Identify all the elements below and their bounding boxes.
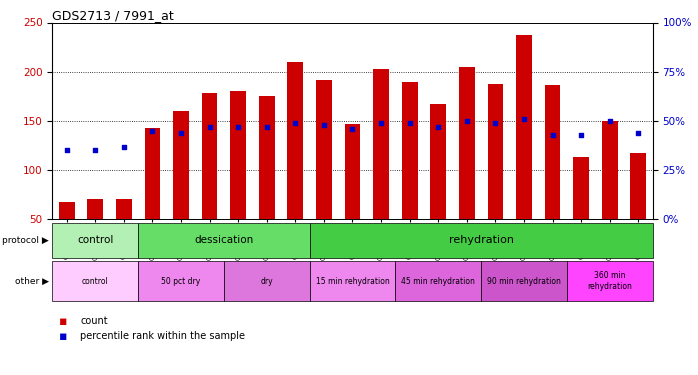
Bar [630,153,646,219]
Text: count: count [80,316,108,326]
Point [347,126,358,132]
Text: control: control [77,236,113,245]
Point [61,147,72,153]
Text: 45 min rehydration: 45 min rehydration [401,277,475,286]
Text: 90 min rehydration: 90 min rehydration [487,277,561,286]
Bar [224,261,310,301]
Point [232,124,244,130]
Point [147,128,158,134]
Text: ▪: ▪ [59,330,68,343]
Point [433,124,444,130]
Point [461,118,473,124]
Bar [395,261,481,301]
Bar [230,92,246,219]
Point [404,120,415,126]
Bar [481,261,567,301]
Point [175,130,186,136]
Bar [345,124,360,219]
Text: dry: dry [260,277,273,286]
Point [547,132,558,138]
Point [519,116,530,122]
Bar [116,199,132,219]
Point [633,130,644,136]
Bar [602,121,618,219]
Text: 50 pct dry: 50 pct dry [161,277,200,286]
Text: other ▶: other ▶ [15,277,49,286]
Text: ▪: ▪ [59,315,68,328]
Text: percentile rank within the sample: percentile rank within the sample [80,332,245,341]
Bar [544,84,560,219]
Text: dessication: dessication [194,236,253,245]
Bar [516,35,532,219]
Bar [259,96,274,219]
Bar [487,84,503,219]
Point [576,132,587,138]
Bar [202,93,217,219]
Point [118,144,129,150]
Bar [52,223,138,258]
Point [89,147,101,153]
Bar [52,261,138,301]
Bar [310,261,395,301]
Point [290,120,301,126]
Bar [459,67,475,219]
Bar [288,62,303,219]
Text: GDS2713 / 7991_at: GDS2713 / 7991_at [52,9,174,22]
Bar [173,111,189,219]
Bar [402,82,417,219]
Bar [87,199,103,219]
Point [204,124,215,130]
Bar [138,223,310,258]
Point [490,120,501,126]
Bar [573,158,589,219]
Bar [59,202,75,219]
Text: 360 min
rehydration: 360 min rehydration [587,272,632,291]
Bar [316,80,332,219]
Bar [310,223,653,258]
Bar [144,128,161,219]
Bar [431,104,446,219]
Text: protocol ▶: protocol ▶ [2,236,49,245]
Point [376,120,387,126]
Point [604,118,616,124]
Text: 15 min rehydration: 15 min rehydration [315,277,389,286]
Bar [138,261,224,301]
Bar [373,69,389,219]
Point [318,122,329,128]
Point [261,124,272,130]
Bar [567,261,653,301]
Text: control: control [82,277,109,286]
Text: rehydration: rehydration [449,236,514,245]
